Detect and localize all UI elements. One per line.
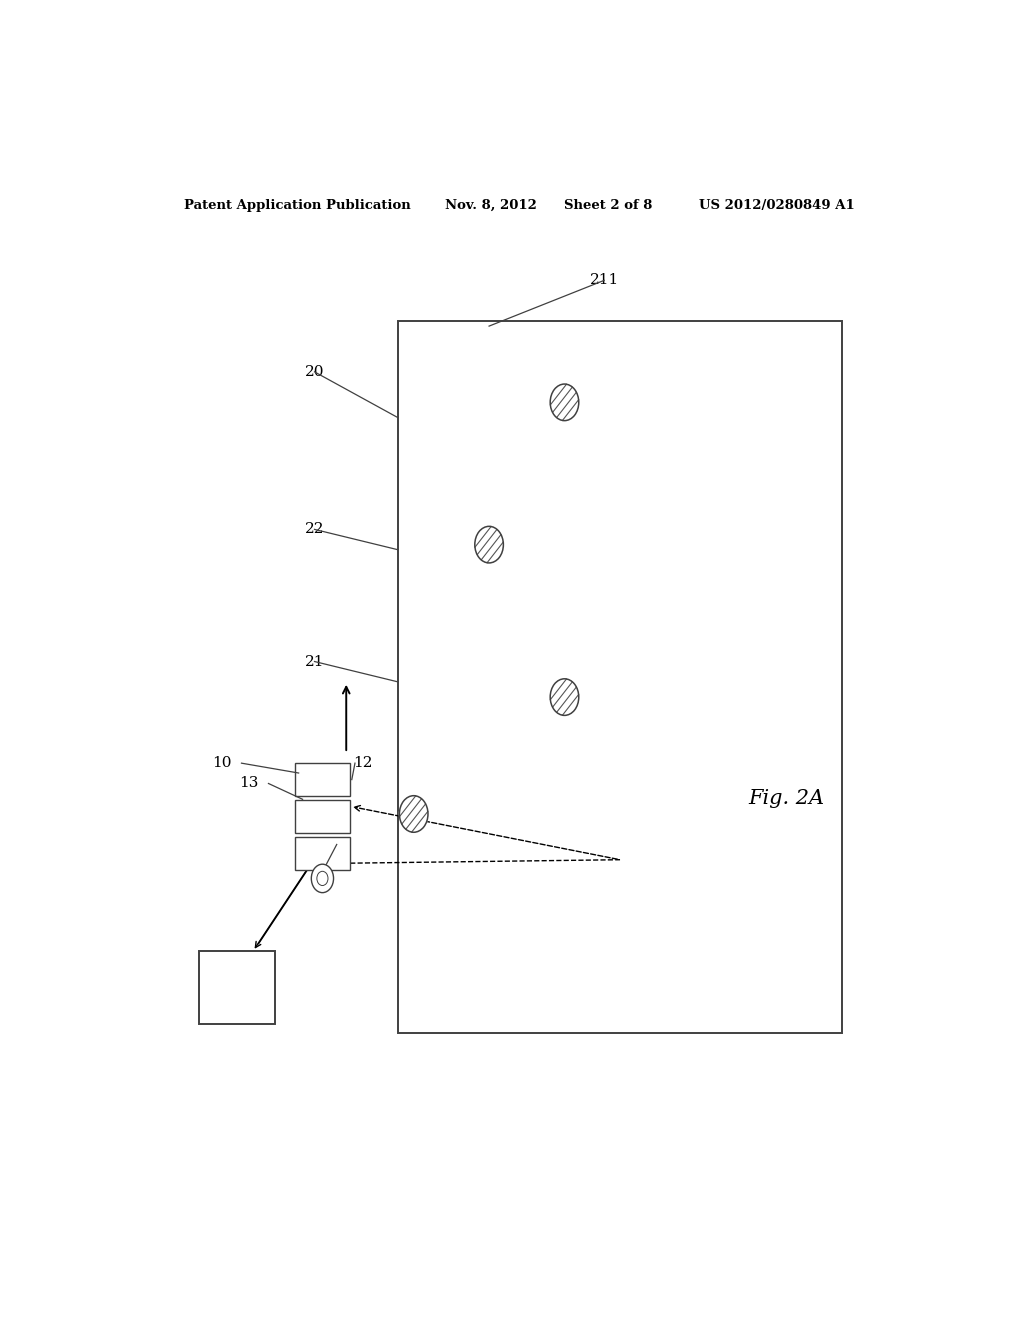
Circle shape	[550, 678, 579, 715]
Text: Patent Application Publication: Patent Application Publication	[183, 198, 411, 211]
Bar	[200, 952, 274, 1024]
Text: Sheet 2 of 8: Sheet 2 of 8	[564, 198, 653, 211]
Text: 10: 10	[212, 756, 231, 770]
Text: 20: 20	[305, 364, 325, 379]
Text: 211: 211	[590, 273, 618, 288]
Text: 22: 22	[305, 523, 325, 536]
Text: 13: 13	[239, 776, 258, 791]
Text: US 2012/0280849 A1: US 2012/0280849 A1	[699, 198, 855, 211]
Circle shape	[475, 527, 504, 562]
Bar	[295, 763, 350, 796]
Text: Nov. 8, 2012: Nov. 8, 2012	[445, 198, 538, 211]
Text: Fig. 2A: Fig. 2A	[749, 789, 824, 808]
Text: 21: 21	[305, 655, 325, 668]
Text: 14: 14	[331, 842, 350, 857]
Circle shape	[550, 384, 579, 421]
Bar	[295, 800, 350, 833]
Circle shape	[316, 871, 328, 886]
Text: 11: 11	[236, 1010, 255, 1024]
Bar	[295, 837, 350, 870]
Bar	[397, 321, 842, 1032]
Circle shape	[399, 796, 428, 833]
Text: 12: 12	[353, 756, 373, 770]
Circle shape	[311, 865, 334, 892]
